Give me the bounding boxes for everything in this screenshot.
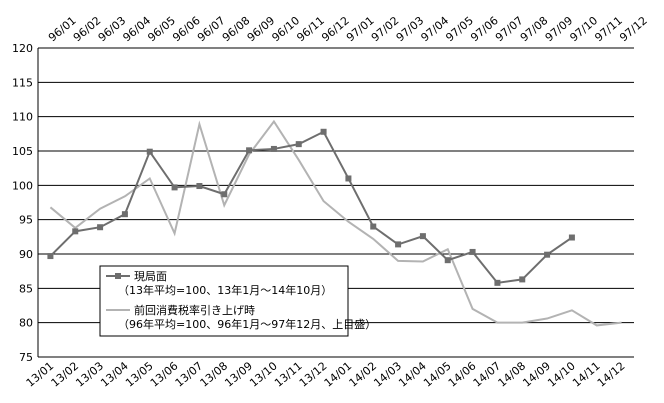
x-tick-label: 13/11 [272,359,305,389]
top-x-tick-label: 97/07 [493,14,526,44]
x-tick-label: 14/01 [322,359,355,389]
top-x-tick-label: 96/11 [294,14,327,44]
point-marker [444,257,451,264]
point-marker [221,191,228,198]
top-x-tick-label: 97/09 [543,14,576,44]
top-x-tick-label: 97/08 [518,14,551,44]
y-tick-label: 85 [19,282,33,295]
point-marker [47,253,54,260]
x-tick-label: 13/02 [49,359,82,389]
y-tick-label: 110 [12,111,33,124]
point-marker [97,224,104,231]
top-x-tick-label: 97/02 [369,14,402,44]
x-tick-label: 14/05 [421,359,454,389]
x-tick-label: 13/04 [98,359,131,389]
x-tick-label: 13/05 [123,359,156,389]
point-marker [72,228,79,235]
series-line [49,119,622,327]
point-marker [196,183,203,190]
y-tick-label: 75 [19,351,33,364]
point-marker [171,184,178,191]
top-x-tick-label: 97/04 [418,14,451,44]
point-marker [246,147,253,154]
top-x-tick-label: 96/08 [220,14,253,44]
top-x-tick-label: 96/07 [195,14,228,44]
x-tick-label: 14/08 [496,359,529,389]
point-marker [419,233,426,240]
point-marker [146,148,153,155]
x-tick-label: 13/08 [198,359,231,389]
x-tick-label: 13/10 [247,359,280,389]
legend-description: （13年平均=100、13年1月～14年10月） [118,283,332,297]
x-tick-label: 13/12 [297,359,330,389]
x-tick-label: 14/10 [545,359,578,389]
top-x-tick-label: 97/10 [567,14,600,44]
point-marker [295,141,302,148]
x-tick-label: 14/12 [595,359,628,389]
x-tick-label: 14/06 [446,359,479,389]
top-x-tick-label: 96/06 [170,14,203,44]
x-tick-label: 13/09 [222,359,255,389]
point-marker [370,223,377,230]
top-x-tick-label: 96/01 [46,14,79,44]
top-x-tick-label: 96/12 [319,14,352,44]
series-line [49,130,573,284]
x-tick-label: 14/11 [570,359,603,389]
x-tick-label: 14/03 [371,359,404,389]
top-x-tick-label: 96/02 [71,14,104,44]
x-tick-label: 13/03 [73,359,106,389]
top-x-tick-label: 97/05 [443,14,476,44]
legend: 現局面（13年平均=100、13年1月～14年10月） 前回消費税率引き上げ時（9… [99,265,376,337]
y-tick-label: 115 [12,76,33,89]
y-tick-label: 80 [19,317,33,330]
top-x-tick-label: 96/09 [245,14,278,44]
x-tick-label: 14/02 [347,359,380,389]
legend-marker [115,273,121,279]
top-x-tick-label: 97/11 [592,14,625,44]
point-marker [345,175,352,182]
x-tick-label: 14/09 [520,359,553,389]
point-marker [121,211,128,218]
point-marker [395,241,402,248]
legend-description: （96年平均=100、96年1月～97年12月、上目盛） [118,317,376,331]
point-marker [519,276,526,283]
point-marker [320,128,327,135]
point-marker [568,234,575,241]
top-x-tick-label: 97/03 [394,14,427,44]
x-tick-label: 13/07 [173,359,206,389]
point-marker [469,248,476,255]
y-tick-label: 105 [12,145,33,158]
y-tick-label: 100 [12,179,33,192]
x-tick-label: 14/07 [471,359,504,389]
y-tick-label: 95 [19,214,33,227]
x-tick-label: 14/04 [396,359,429,389]
top-x-tick-label: 96/05 [145,14,178,44]
point-marker [270,145,277,152]
point-marker [494,279,501,286]
top-x-tick-label: 97/12 [617,14,650,44]
top-x-tick-label: 96/10 [269,14,302,44]
legend-label: 現局面 [134,270,167,283]
top-x-tick-label: 97/06 [468,14,501,44]
y-tick-label: 120 [12,42,33,55]
legend-box [99,265,349,337]
top-x-tick-label: 96/04 [120,14,153,44]
point-marker [544,251,551,258]
y-tick-label: 90 [19,248,33,261]
x-tick-label: 13/06 [148,359,181,389]
top-x-tick-label: 96/03 [96,14,129,44]
top-x-tick-label: 97/01 [344,14,377,44]
legend-label: 前回消費税率引き上げ時 [134,303,255,317]
